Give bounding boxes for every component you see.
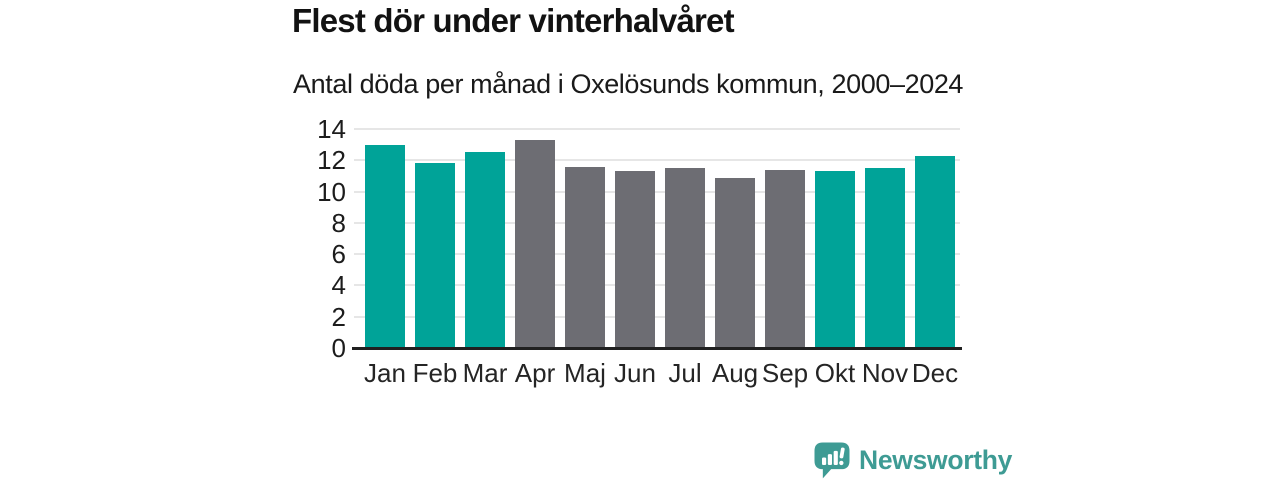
bar-jan — [365, 144, 405, 348]
gridline-y14 — [354, 128, 960, 130]
bar-sep — [765, 169, 805, 348]
y-tick-label-4: 4 — [331, 270, 346, 301]
gridline-y10 — [354, 190, 960, 193]
gridline-y6 — [354, 253, 960, 256]
x-tick-label-dec: Dec — [911, 358, 959, 388]
bar-jul — [665, 168, 705, 348]
bar-jun — [615, 171, 655, 348]
y-tick-label-12: 12 — [317, 145, 346, 176]
y-tick-label-2: 2 — [331, 301, 346, 332]
newsworthy-logo[interactable]: Newsworthy — [812, 440, 1012, 480]
chart-title: Flest dör under vinterhalvåret — [292, 2, 735, 39]
y-tick-label-10: 10 — [317, 176, 346, 207]
x-tick-label-feb: Feb — [412, 358, 458, 388]
x-tick-label-maj: Maj — [564, 358, 606, 388]
gridline-y8 — [354, 221, 960, 224]
newsworthy-logo-text: Newsworthy — [859, 445, 1013, 475]
bar-okt — [815, 171, 855, 348]
bar-mar — [465, 152, 505, 348]
gridline-y2 — [354, 315, 960, 318]
gridline-y12 — [354, 159, 960, 162]
y-tick-label-14: 14 — [317, 114, 346, 144]
newsworthy-bar-chart-speech-bubble-icon — [814, 442, 850, 479]
x-tick-label-jul: Jul — [668, 358, 702, 388]
bar-nov — [865, 168, 905, 348]
x-tick-label-aug: Aug — [711, 358, 759, 388]
gridline-y4 — [354, 284, 960, 287]
bar-maj — [565, 166, 605, 348]
x-axis-line — [352, 347, 962, 350]
x-tick-label-sep: Sep — [761, 358, 809, 388]
y-tick-label-6: 6 — [331, 239, 346, 270]
bar-dec — [915, 155, 955, 348]
x-tick-label-jan: Jan — [364, 358, 406, 388]
x-tick-label-nov: Nov — [861, 358, 909, 388]
plot-area — [354, 128, 960, 348]
y-tick-label-0: 0 — [331, 333, 346, 363]
y-tick-label-8: 8 — [331, 207, 346, 238]
x-tick-label-okt: Okt — [814, 358, 856, 388]
x-tick-label-mar: Mar — [462, 358, 508, 388]
chart-subtitle: Antal döda per månad i Oxelösunds kommun… — [293, 69, 964, 99]
bar-feb — [415, 163, 455, 348]
x-tick-label-apr: Apr — [514, 358, 556, 388]
bar-apr — [515, 139, 555, 348]
bar-aug — [715, 177, 755, 348]
x-tick-label-jun: Jun — [614, 358, 656, 388]
